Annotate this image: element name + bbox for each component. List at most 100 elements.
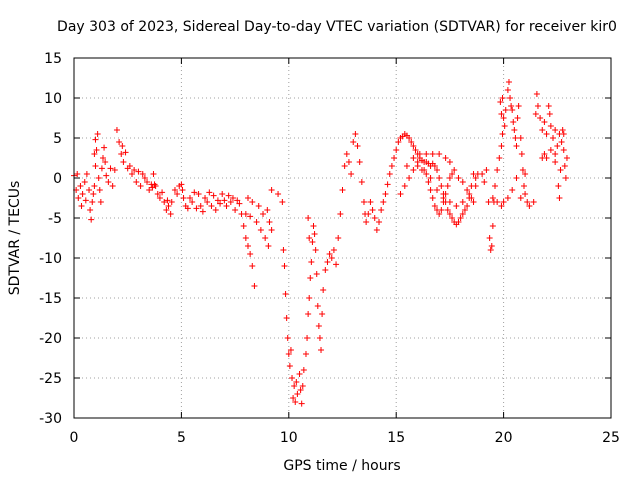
data-point [135,168,142,175]
data-point [322,267,329,273]
data-point [442,155,449,161]
data-point [214,197,221,204]
chart-title: Day 303 of 2023, Sidereal Day-to-day VTE… [57,19,617,35]
data-point [429,151,436,157]
data-point [552,159,559,165]
data-point [294,391,301,397]
data-point [97,199,104,205]
data-point [341,163,348,169]
data-point [552,127,559,133]
data-point [509,107,516,113]
data-point [137,183,144,189]
data-point [74,171,81,177]
data-point [103,172,110,179]
data-point [416,151,423,157]
data-point [154,191,161,197]
data-point [486,235,493,241]
data-point [427,187,434,193]
data-point [498,111,505,117]
data-point [557,167,564,173]
data-point [350,139,357,145]
data-point [306,235,313,241]
data-point [311,231,318,237]
data-point [122,149,129,156]
data-point [88,216,95,223]
data-point [78,203,85,209]
data-point [152,183,159,189]
data-point [242,235,249,241]
data-point [363,219,370,225]
data-point [234,197,241,204]
data-point [161,199,168,205]
data-point [208,203,215,209]
data-point [391,155,398,161]
data-point [310,223,317,229]
x-axis-label: GPS time / hours [283,458,400,474]
data-point [210,192,217,199]
data-point [227,199,234,205]
data-point [425,179,432,185]
data-point [513,143,520,149]
data-point [421,167,428,173]
data-point [255,203,262,209]
data-point [156,195,163,201]
data-point [195,191,202,197]
data-point [513,175,520,181]
data-point [365,211,372,217]
data-point [260,211,267,217]
data-point [113,127,120,133]
y-tick-label: 0 [53,171,62,187]
data-point [414,159,421,165]
data-point [555,183,562,189]
data-point [563,155,570,161]
data-point [412,147,419,153]
data-point [305,311,312,317]
data-point [408,139,415,145]
data-point [89,199,96,205]
data-point [500,199,507,205]
data-point [242,211,249,217]
data-point [212,207,219,213]
data-point [116,139,123,145]
data-point [318,347,325,353]
data-point [251,283,258,289]
plot-frame [73,57,612,419]
data-point [360,199,367,205]
data-point [333,261,340,268]
y-tick-label: -10 [39,251,62,267]
data-point [249,199,256,205]
data-point [504,195,511,201]
x-tick-label: 0 [70,430,79,446]
data-point [423,151,430,157]
data-point [312,247,319,253]
data-point [397,191,404,197]
data-point [446,159,453,165]
data-point [502,107,509,113]
data-point [219,191,226,197]
data-point [83,171,90,177]
data-point [554,143,561,149]
data-point [291,383,298,389]
y-tick-label: 10 [44,91,62,107]
data-point [507,95,514,101]
data-point [501,123,508,129]
data-point [380,199,387,205]
data-point [461,207,468,213]
x-tick-label: 15 [387,430,405,446]
data-point [550,135,557,141]
data-point [494,167,501,173]
data-point [508,103,515,109]
data-point [510,119,517,125]
data-point [309,239,316,245]
x-tick-label: 20 [495,430,513,446]
data-point [91,151,98,157]
data-point [423,171,430,177]
data-point [77,183,84,189]
data-point [221,197,228,204]
data-point [468,195,475,201]
data-point [504,87,511,93]
data-point [406,135,413,141]
data-point [393,147,400,153]
data-point [436,151,443,157]
data-point [171,187,178,193]
